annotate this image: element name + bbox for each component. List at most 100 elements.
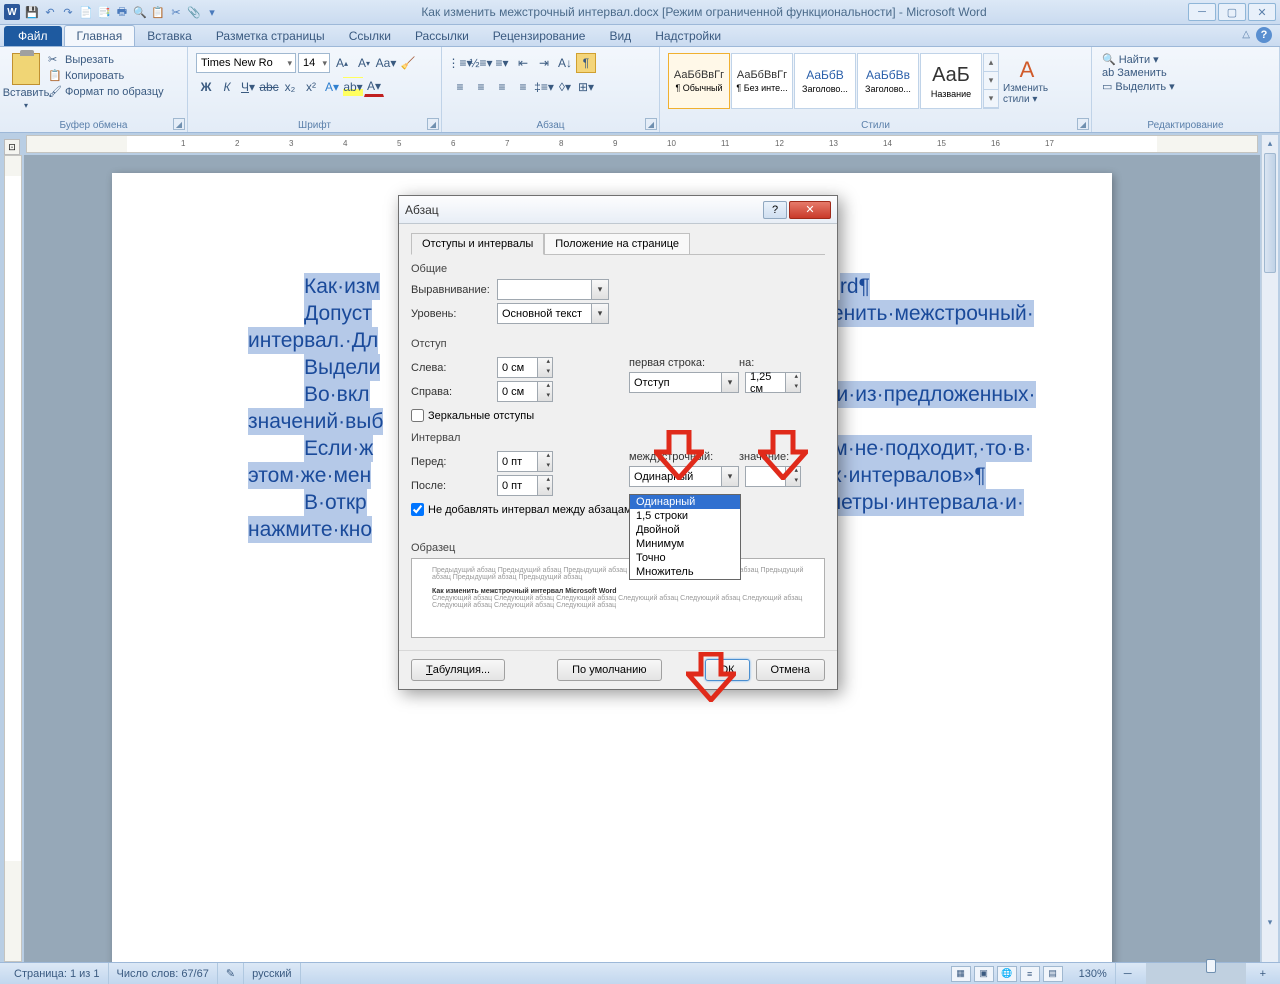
tabs-button[interactable]: ТТабуляция...абуляция... (411, 659, 505, 681)
bullets-button[interactable]: ⋮≡▾ (450, 53, 470, 73)
style-item[interactable]: АаБбВвЗаголово... (857, 53, 919, 109)
qat-icon[interactable]: 📄 (78, 4, 94, 20)
bold-button[interactable]: Ж (196, 77, 216, 97)
select-button[interactable]: ▭Выделить ▾ (1102, 80, 1269, 93)
font-name-combo[interactable]: Times New Ro (196, 53, 296, 73)
italic-button[interactable]: К (217, 77, 237, 97)
font-color-button[interactable]: A▾ (364, 77, 384, 97)
left-spinner[interactable]: 0 см (497, 357, 553, 378)
file-tab[interactable]: Файл (4, 26, 62, 46)
horizontal-ruler[interactable]: 1234567891011121314151617 (26, 135, 1258, 153)
ruler-corner[interactable]: ⊡ (4, 139, 20, 155)
text-effects-button[interactable]: A▾ (322, 77, 342, 97)
tab-review[interactable]: Рецензирование (481, 26, 598, 46)
before-spinner[interactable]: 0 пт (497, 451, 553, 472)
tab-insert[interactable]: Вставка (135, 26, 204, 46)
alignment-combo[interactable] (497, 279, 609, 300)
align-right-button[interactable]: ≡ (492, 77, 512, 97)
dropdown-option[interactable]: Множитель (630, 565, 740, 579)
minimize-ribbon-icon[interactable]: △ (1242, 29, 1250, 40)
style-item[interactable]: АаБбВвГг¶ Обычный (668, 53, 730, 109)
tab-view[interactable]: Вид (597, 26, 643, 46)
page-status[interactable]: Страница: 1 из 1 (6, 963, 109, 984)
dialog-help-button[interactable]: ? (763, 201, 787, 219)
level-combo[interactable]: Основной текст (497, 303, 609, 324)
decrease-indent-button[interactable]: ⇤ (513, 53, 533, 73)
clipboard-dialog-launcher[interactable]: ◢ (173, 118, 185, 130)
web-view[interactable]: 🌐 (997, 966, 1017, 982)
align-left-button[interactable]: ≡ (450, 77, 470, 97)
qat-icon[interactable]: 📎 (186, 4, 202, 20)
mirror-checkbox[interactable] (411, 409, 424, 422)
zoom-slider[interactable] (1146, 963, 1246, 984)
grow-font-button[interactable]: A▴ (332, 53, 352, 73)
borders-button[interactable]: ⊞▾ (576, 77, 596, 97)
find-button[interactable]: 🔍Найти ▾ (1102, 53, 1269, 66)
multilevel-button[interactable]: ≡▾ (492, 53, 512, 73)
underline-button[interactable]: Ч▾ (238, 77, 258, 97)
numbering-button[interactable]: ½≡▾ (471, 53, 491, 73)
draft-view[interactable]: ▤ (1043, 966, 1063, 982)
tab-home[interactable]: Главная (64, 25, 136, 46)
line-spacing-button[interactable]: ‡≡▾ (534, 77, 554, 97)
styles-gallery[interactable]: АаБбВвГг¶ ОбычныйАаБбВвГг¶ Без инте...Аа… (666, 49, 1085, 113)
line-spacing-dropdown[interactable]: Одинарный1,5 строкиДвойнойМинимумТочноМн… (629, 494, 741, 580)
qat-icon[interactable]: ✂ (168, 4, 184, 20)
qat-icon[interactable]: 📋 (150, 4, 166, 20)
shrink-font-button[interactable]: A▾ (354, 53, 374, 73)
first-line-combo[interactable]: Отступ (629, 372, 739, 393)
increase-indent-button[interactable]: ⇥ (534, 53, 554, 73)
align-center-button[interactable]: ≡ (471, 77, 491, 97)
replace-button[interactable]: abЗаменить (1102, 67, 1269, 79)
minimize-button[interactable]: ─ (1188, 3, 1216, 21)
show-marks-button[interactable]: ¶ (576, 53, 596, 73)
scroll-thumb[interactable] (1264, 153, 1276, 273)
clear-formatting-button[interactable]: 🧹 (398, 53, 418, 73)
justify-button[interactable]: ≡ (513, 77, 533, 97)
outline-view[interactable]: ≡ (1020, 966, 1040, 982)
print-layout-view[interactable]: ▦ (951, 966, 971, 982)
shading-button[interactable]: ◊▾ (555, 77, 575, 97)
cancel-button[interactable]: Отмена (756, 659, 825, 681)
zoom-level[interactable]: 130% (1071, 963, 1116, 984)
redo-icon[interactable]: ↷ (60, 4, 76, 20)
font-dialog-launcher[interactable]: ◢ (427, 118, 439, 130)
by-spinner[interactable]: 1,25 см (745, 372, 801, 393)
cut-button[interactable]: ✂Вырезать (48, 53, 164, 67)
dont-add-checkbox[interactable] (411, 503, 424, 516)
undo-icon[interactable]: ↶ (42, 4, 58, 20)
after-spinner[interactable]: 0 пт (497, 475, 553, 496)
tab-page-layout[interactable]: Разметка страницы (204, 26, 337, 46)
change-styles-button[interactable]: AИзменить стили ▾ (999, 53, 1055, 109)
dropdown-option[interactable]: Одинарный (630, 495, 740, 509)
spell-check-icon[interactable]: ✎ (218, 963, 244, 984)
font-size-combo[interactable]: 14 (298, 53, 330, 73)
dialog-close-button[interactable]: ✕ (789, 201, 831, 219)
save-icon[interactable]: 💾 (24, 4, 40, 20)
dialog-tab-position[interactable]: Положение на странице (544, 233, 690, 255)
style-item[interactable]: АаБбВЗаголово... (794, 53, 856, 109)
format-painter-button[interactable]: 🖌Формат по образцу (48, 85, 164, 99)
qat-more-icon[interactable]: ▾ (204, 4, 220, 20)
change-case-button[interactable]: Aa▾ (376, 53, 396, 73)
fullscreen-view[interactable]: ▣ (974, 966, 994, 982)
default-button[interactable]: По умолчанию (557, 659, 661, 681)
paste-button[interactable]: Вставить ▾ (6, 49, 46, 115)
vertical-scrollbar[interactable]: ▴ ▾ (1261, 135, 1278, 962)
style-item[interactable]: АаБбВвГг¶ Без инте... (731, 53, 793, 109)
scroll-down-icon[interactable]: ▾ (1262, 914, 1278, 930)
qat-icon[interactable]: 🖶 (114, 4, 130, 20)
qat-icon[interactable]: 🔍 (132, 4, 148, 20)
dropdown-option[interactable]: Точно (630, 551, 740, 565)
styles-dialog-launcher[interactable]: ◢ (1077, 118, 1089, 130)
qat-icon[interactable]: 📑 (96, 4, 112, 20)
superscript-button[interactable]: x² (301, 77, 321, 97)
style-item[interactable]: АаБНазвание (920, 53, 982, 109)
right-spinner[interactable]: 0 см (497, 381, 553, 402)
sort-button[interactable]: A↓ (555, 53, 575, 73)
word-count[interactable]: Число слов: 67/67 (109, 963, 218, 984)
highlight-button[interactable]: ab▾ (343, 77, 363, 97)
dialog-titlebar[interactable]: Абзац ? ✕ (399, 196, 837, 224)
paragraph-dialog-launcher[interactable]: ◢ (645, 118, 657, 130)
dropdown-option[interactable]: 1,5 строки (630, 509, 740, 523)
